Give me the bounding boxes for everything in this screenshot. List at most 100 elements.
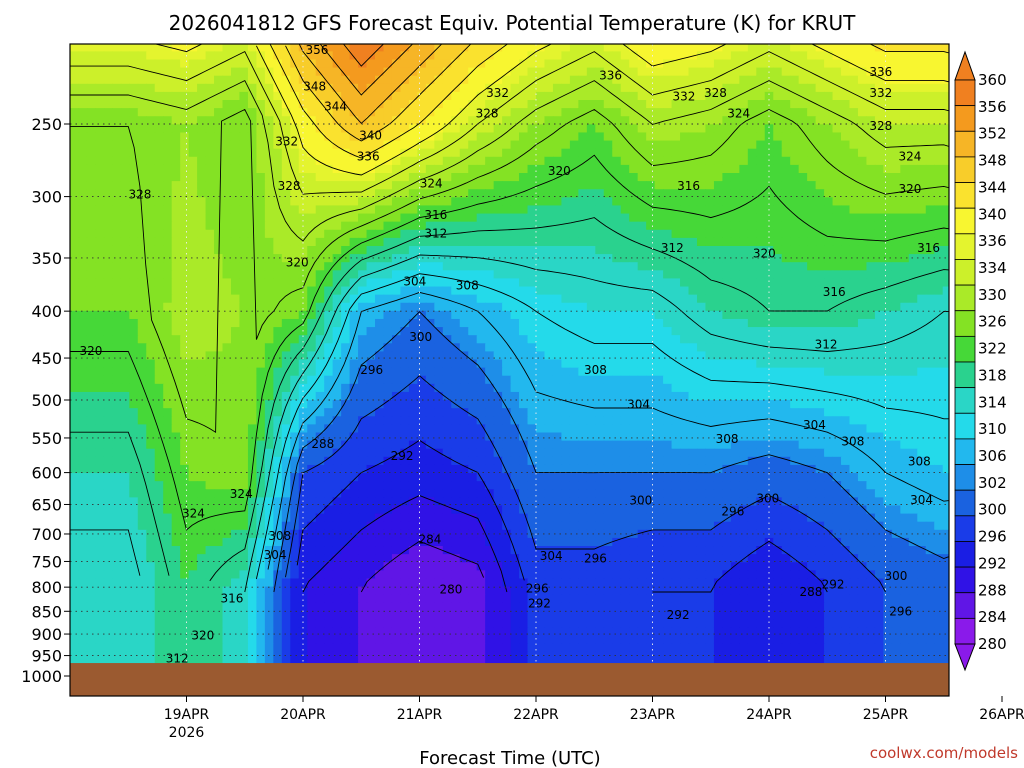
heat-cell [417, 132, 427, 142]
heat-cell [680, 35, 689, 44]
heat-cell [739, 383, 749, 393]
heat-cell [866, 245, 876, 255]
heat-cell [103, 343, 113, 353]
heat-cell [493, 383, 503, 393]
heat-cell [849, 262, 859, 271]
heat-cell [298, 335, 308, 344]
heat-cell [756, 213, 766, 223]
heat-cell [527, 270, 537, 280]
heat-cell [917, 156, 927, 166]
heat-cell [502, 221, 512, 231]
heat-cell [324, 375, 334, 385]
heat-cell [442, 318, 452, 328]
heat-cell [942, 335, 949, 344]
heat-cell [205, 108, 215, 117]
heat-cell [307, 75, 317, 85]
heat-cell [536, 237, 546, 247]
heat-cell [197, 351, 207, 361]
heat-cell [994, 43, 1003, 52]
heat-cell [324, 124, 334, 134]
heat-cell [247, 67, 257, 77]
heat-cell [646, 375, 656, 385]
heat-cell [824, 83, 834, 93]
heat-cell [383, 343, 393, 353]
heat-cell [273, 51, 283, 61]
heat-cell [375, 35, 384, 44]
heat-cell [493, 91, 503, 101]
heat-cell [417, 327, 427, 336]
heat-cell [408, 286, 418, 296]
heat-cell [468, 67, 478, 77]
heat-cell [832, 351, 842, 361]
heat-cell [815, 59, 825, 69]
heat-cell [502, 335, 512, 344]
heat-cell [78, 205, 88, 215]
heat-cell [281, 335, 291, 344]
heat-cell [815, 164, 825, 174]
heat-cell [281, 51, 291, 61]
heat-cell [696, 181, 707, 190]
heat-cell [730, 44, 740, 52]
heat-cell [307, 213, 317, 223]
heat-cell [536, 367, 546, 377]
heat-cell [341, 91, 351, 101]
heat-cell [264, 270, 274, 280]
heat-cell [70, 318, 80, 328]
heat-cell [239, 173, 249, 182]
heat-cell [832, 181, 842, 190]
heat-cell [476, 67, 486, 77]
heat-cell [544, 229, 554, 239]
heat-cell [730, 237, 740, 247]
heat-cell [247, 351, 257, 361]
heat-cell [942, 391, 949, 401]
heat-cell [841, 343, 851, 353]
heat-cell [408, 44, 418, 52]
heat-cell [137, 108, 147, 117]
heat-cell [569, 229, 579, 239]
heat-cell [849, 327, 859, 336]
heat-cell [816, 35, 825, 44]
heat-cell [832, 221, 842, 231]
heat-cell [519, 286, 529, 296]
heat-cell [739, 197, 749, 207]
heat-cell [730, 213, 740, 223]
heat-cell [383, 67, 393, 77]
heat-cell [603, 173, 613, 182]
heat-cell [383, 100, 393, 109]
heat-cell [705, 286, 715, 296]
heat-cell [663, 59, 673, 69]
heat-cell [654, 205, 664, 215]
heat-cell [197, 189, 207, 198]
heat-cell [578, 197, 588, 207]
heat-cell [832, 132, 842, 142]
heat-cell [408, 164, 418, 174]
heat-cell [408, 189, 418, 198]
heat-cell [773, 44, 783, 52]
heat-cell [332, 148, 342, 158]
heat-cell [807, 197, 817, 207]
heat-cell [222, 302, 232, 312]
heat-cell [688, 302, 698, 312]
heat-cell [493, 140, 503, 150]
heat-cell [78, 173, 88, 182]
heat-cell [383, 91, 393, 101]
heat-cell [375, 100, 385, 109]
heat-cell [866, 254, 876, 263]
heat-cell [773, 164, 783, 174]
heat-cell [442, 51, 452, 61]
heat-cell [815, 367, 825, 377]
heat-cell [561, 181, 571, 190]
heat-cell [595, 286, 605, 296]
heat-cell [866, 173, 876, 182]
heat-cell [680, 108, 690, 117]
heat-cell [629, 44, 639, 52]
heat-cell [120, 51, 130, 61]
heat-cell [824, 237, 834, 247]
heat-cell [857, 108, 868, 117]
heat-cell [171, 294, 181, 304]
heat-cell [222, 262, 232, 271]
heat-cell [95, 156, 105, 166]
heat-cell [696, 375, 707, 385]
heat-cell [510, 100, 520, 109]
heat-cell [307, 197, 317, 207]
